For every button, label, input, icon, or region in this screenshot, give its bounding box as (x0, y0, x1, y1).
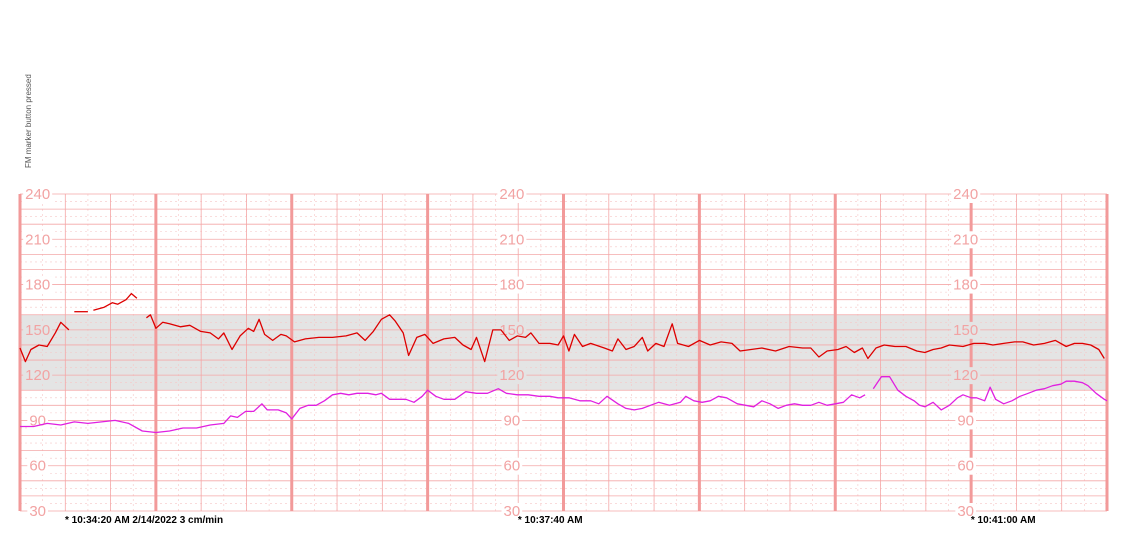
y-tick-label: 240 (499, 186, 524, 203)
y-tick-label-bg (501, 457, 523, 475)
trace-line-series-0 (93, 292, 138, 311)
y-tick-label-bg (497, 276, 527, 294)
y-tick-label: 150 (25, 322, 50, 339)
y-tick-label-bg (23, 367, 53, 385)
y-tick-label-bg (951, 321, 981, 339)
y-tick-label: 120 (499, 367, 524, 384)
y-tick-label-bg (951, 186, 981, 203)
y-tick-label-bg (497, 186, 527, 203)
trace-line-series-1 (20, 388, 866, 434)
y-tick-label: 180 (25, 277, 50, 294)
time-label-start: * 10:34:20 AM 2/14/2022 3 cm/min (65, 515, 224, 526)
y-tick-label: 90 (504, 412, 521, 429)
y-tick-label: 240 (953, 186, 978, 203)
y-tick-label-bg (27, 503, 49, 520)
y-tick-label: 180 (953, 277, 978, 294)
y-tick-label-bg (951, 367, 981, 385)
y-tick-label: 120 (25, 367, 50, 384)
y-tick-label-bg (23, 186, 53, 203)
y-tick-label-bg (23, 276, 53, 294)
y-tick-label-bg (955, 503, 977, 520)
y-tick-label: 60 (29, 458, 46, 475)
y-tick-label-bg (497, 231, 527, 249)
y-tick-label: 30 (957, 503, 974, 520)
time-label-mid: * 10:37:40 AM (517, 515, 583, 526)
y-tick-label-bg (951, 231, 981, 249)
y-tick-label-bg (501, 412, 523, 430)
y-tick-label: 30 (504, 503, 521, 520)
y-tick-label: 240 (25, 186, 50, 203)
y-tick-label-bg (23, 231, 53, 249)
time-label-end: * 10:41:00 AM (970, 515, 1036, 526)
y-tick-label: 210 (499, 231, 524, 248)
y-tick-label: 60 (957, 458, 974, 475)
trace-line-series-1 (872, 376, 1108, 411)
trace-line-series-0 (19, 321, 70, 363)
y-tick-label: 150 (953, 322, 978, 339)
y-tick-label: 150 (499, 322, 524, 339)
y-tick-label: 90 (957, 412, 974, 429)
y-tick-label-bg (951, 276, 981, 294)
y-tick-label-bg (27, 412, 49, 430)
y-tick-label-bg (23, 321, 53, 339)
y-tick-label-bg (27, 457, 49, 475)
y-tick-label: 60 (504, 458, 521, 475)
y-tick-label: 180 (499, 277, 524, 294)
y-tick-label-bg (955, 457, 977, 475)
y-tick-label-bg (955, 412, 977, 430)
y-tick-label: 210 (25, 231, 50, 248)
trace-line-series-0 (146, 314, 1105, 363)
y-tick-label: 30 (29, 503, 46, 520)
y-tick-label: 120 (953, 367, 978, 384)
y-tick-label-bg (497, 367, 527, 385)
y-tick-label-bg (501, 503, 523, 520)
y-tick-label: 210 (953, 231, 978, 248)
